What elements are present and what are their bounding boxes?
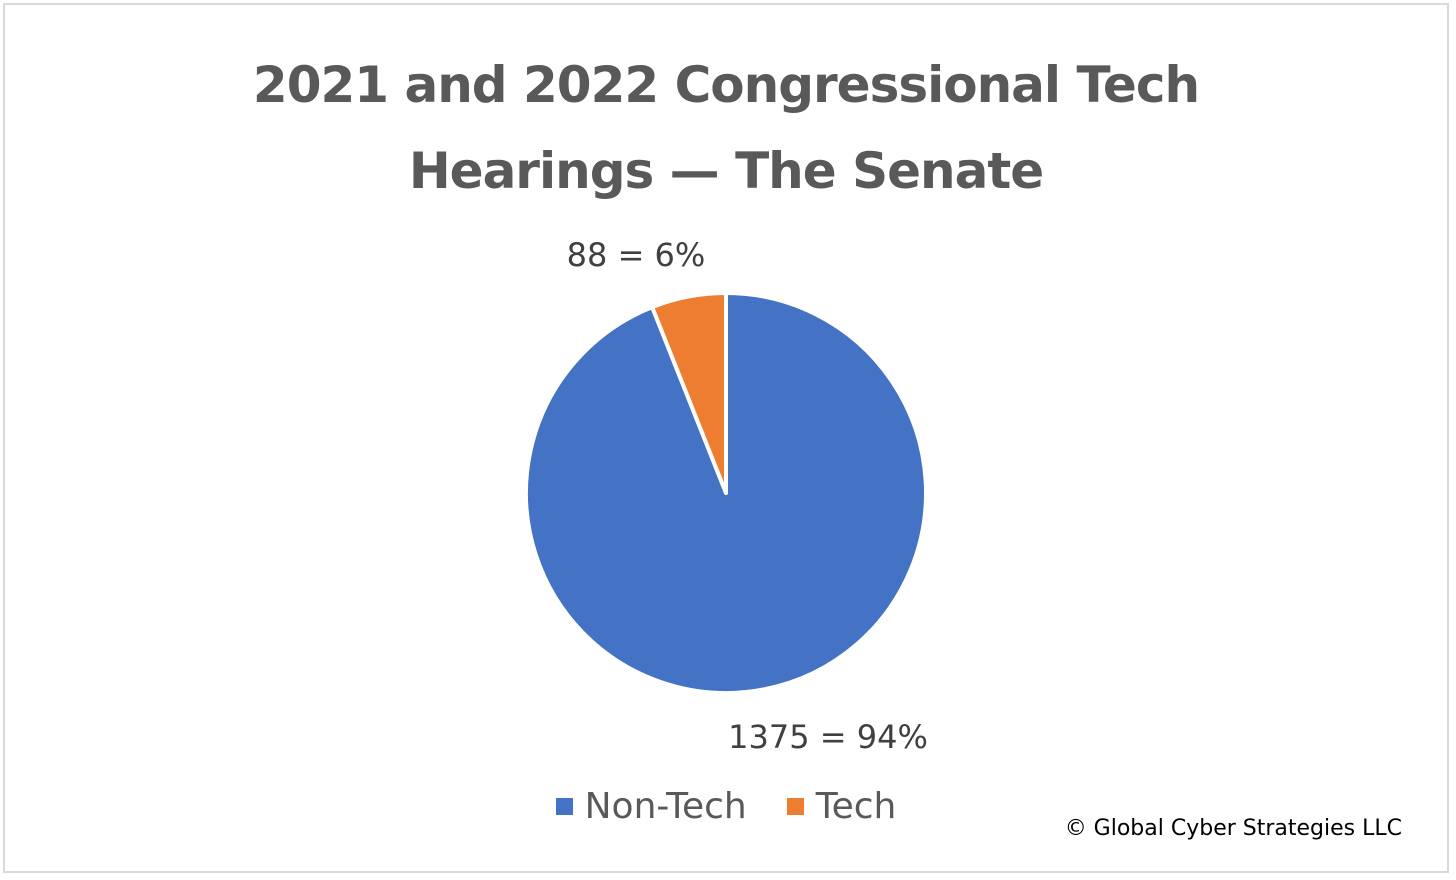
copyright-notice: © Global Cyber Strategies LLC bbox=[1064, 816, 1402, 841]
chart-title-line-1: 2021 and 2022 Congressional Tech bbox=[252, 56, 1200, 114]
pie-slices bbox=[524, 291, 928, 695]
chart-legend: Non-Tech Tech bbox=[0, 786, 1452, 827]
chart-title: 2021 and 2022 Congressional Tech Hearing… bbox=[0, 42, 1452, 214]
pie-slice-tech bbox=[650, 291, 728, 495]
data-label-non-tech: 1375 = 94% bbox=[728, 718, 928, 756]
chart-title-line-2: Hearings — The Senate bbox=[408, 142, 1044, 200]
legend-item-tech: Tech bbox=[786, 786, 897, 827]
legend-swatch-non-tech bbox=[555, 798, 573, 815]
legend-item-non-tech: Non-Tech bbox=[555, 786, 747, 827]
data-label-tech: 88 = 6% bbox=[567, 236, 706, 274]
legend-label-tech: Tech bbox=[815, 786, 897, 827]
legend-swatch-tech bbox=[786, 798, 804, 815]
legend-label-non-tech: Non-Tech bbox=[584, 786, 747, 827]
